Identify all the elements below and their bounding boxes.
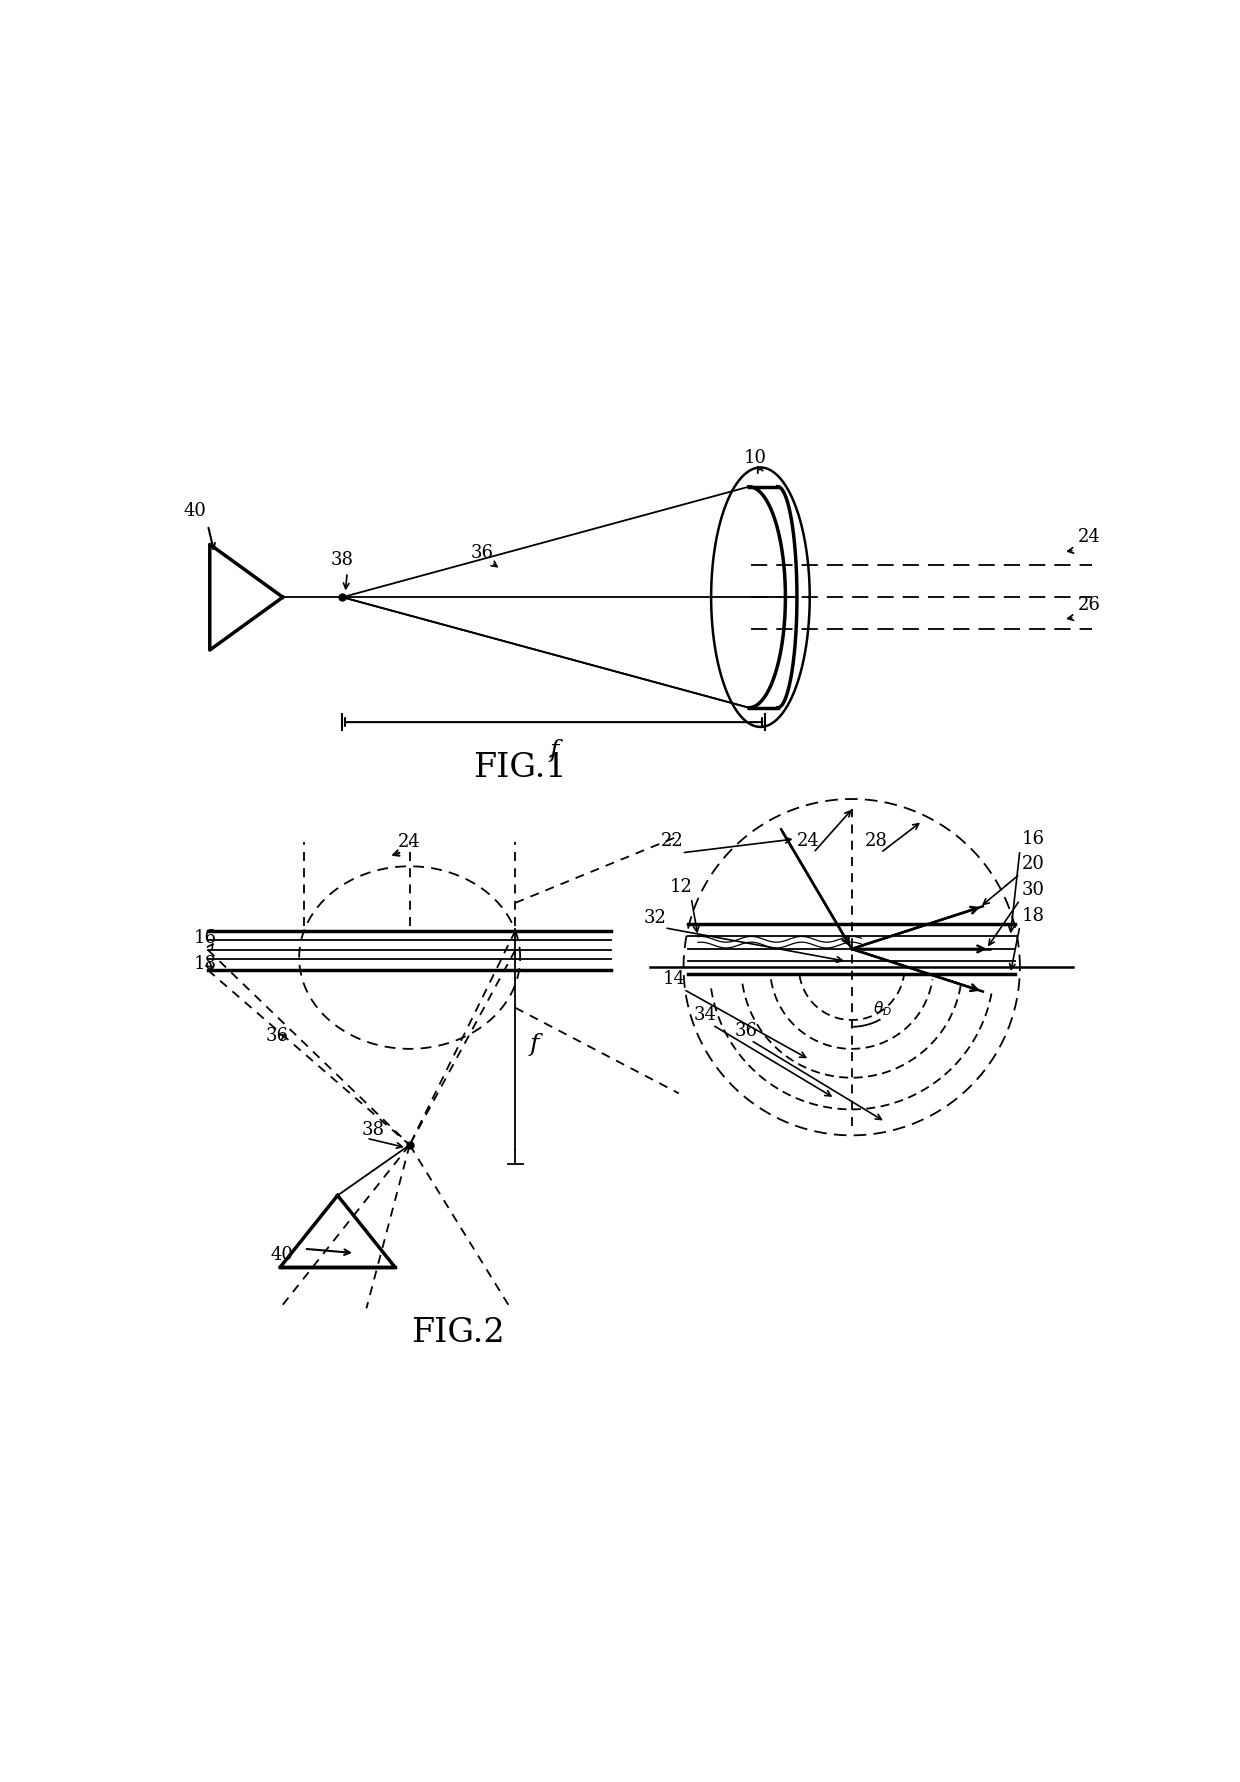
Text: 14: 14 bbox=[662, 971, 686, 989]
Text: 16: 16 bbox=[1022, 830, 1045, 848]
Text: 24: 24 bbox=[1078, 529, 1100, 547]
Text: 38: 38 bbox=[362, 1121, 384, 1139]
Text: f: f bbox=[549, 740, 558, 763]
Text: 24: 24 bbox=[797, 832, 820, 850]
Text: 24: 24 bbox=[398, 832, 422, 852]
Text: 38: 38 bbox=[331, 551, 353, 570]
Text: FIG.2: FIG.2 bbox=[410, 1317, 505, 1349]
Text: 22: 22 bbox=[661, 832, 683, 850]
Text: 16: 16 bbox=[193, 928, 217, 948]
Text: 20: 20 bbox=[1022, 855, 1044, 873]
Text: 12: 12 bbox=[670, 879, 693, 896]
Text: 26: 26 bbox=[1078, 595, 1100, 613]
Text: $\theta_D$: $\theta_D$ bbox=[873, 1000, 892, 1018]
Text: 18: 18 bbox=[193, 955, 217, 973]
Text: f: f bbox=[529, 1032, 539, 1055]
Text: 30: 30 bbox=[1022, 880, 1045, 900]
Text: 36: 36 bbox=[734, 1023, 758, 1041]
Text: 28: 28 bbox=[864, 832, 887, 850]
Text: 34: 34 bbox=[693, 1007, 717, 1025]
Text: 40: 40 bbox=[184, 501, 207, 520]
Text: 18: 18 bbox=[1022, 907, 1045, 925]
Text: 10: 10 bbox=[744, 449, 768, 467]
Text: 36: 36 bbox=[265, 1026, 289, 1046]
Text: 40: 40 bbox=[270, 1246, 293, 1263]
Text: FIG.1: FIG.1 bbox=[474, 752, 567, 784]
Text: 36: 36 bbox=[470, 544, 494, 561]
Text: 32: 32 bbox=[644, 909, 666, 927]
